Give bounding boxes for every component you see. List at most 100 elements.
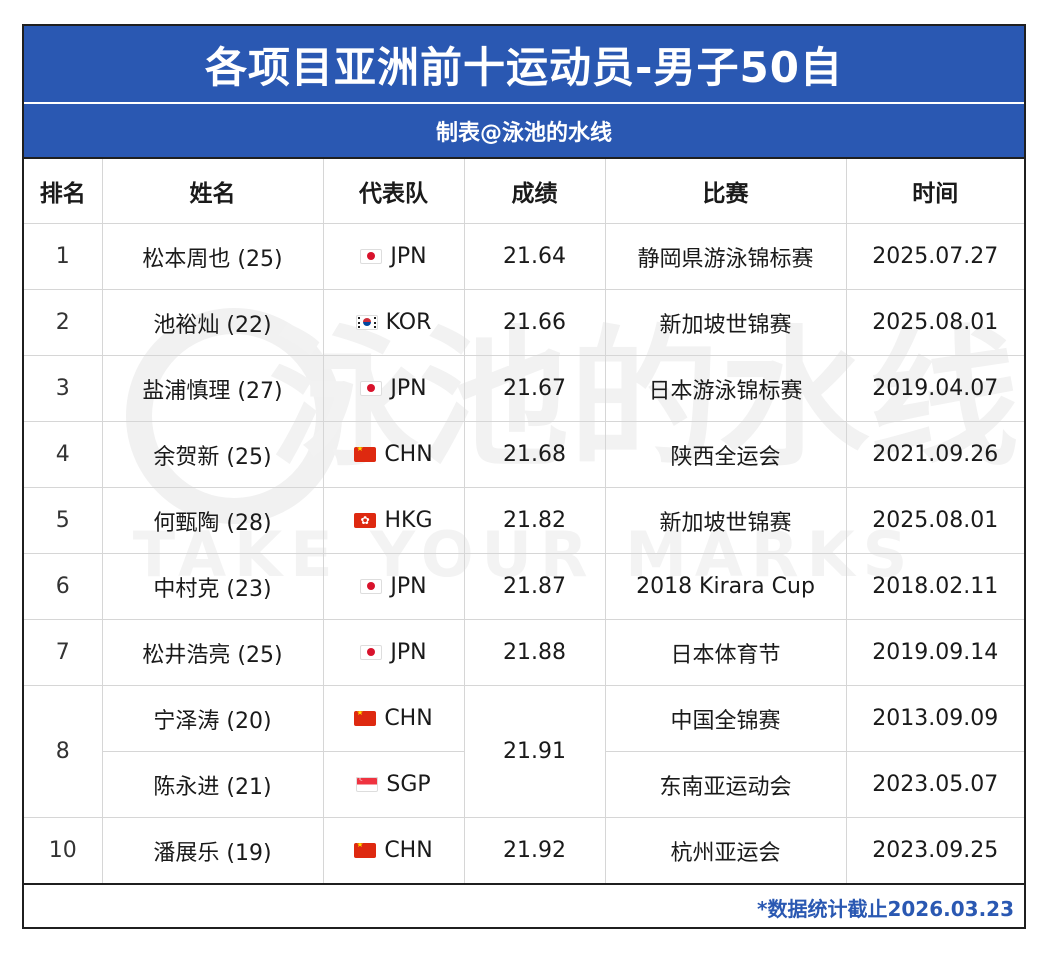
team-cell: CHN (323, 685, 465, 752)
event-cell: 日本游泳锦标赛 (605, 355, 847, 422)
japan-flag-icon (360, 248, 383, 264)
team-cell: JPN (323, 223, 465, 290)
table-header-row: 排名 姓名 代表队 成绩 比赛 时间 (24, 159, 1024, 224)
team-code: JPN (390, 243, 427, 269)
rank-cell: 7 (24, 619, 103, 686)
rank-cell: 2 (24, 289, 103, 356)
column-header-rank: 排名 (24, 159, 103, 224)
table-row: 3 盐浦慎理 (27) JPN 21.67 日本游泳锦标赛 2019.04.07 (24, 355, 1024, 422)
japan-flag-icon (360, 644, 383, 660)
team-cell: CHN (323, 817, 465, 885)
rank-cell: 3 (24, 355, 103, 422)
result-cell: 21.91 (464, 685, 606, 818)
name-cell: 陈永进 (21) (102, 751, 324, 818)
result-cell: 21.68 (464, 421, 606, 488)
table-row: 1 松本周也 (25) JPN 21.64 静岡県游泳锦标赛 2025.07.2… (24, 223, 1024, 290)
team-code: JPN (390, 573, 427, 599)
table-row: 8 宁泽涛 (20) CHN 21.91 中国全锦赛 2013.09.09 (24, 685, 1024, 818)
event-cell: 新加坡世锦赛 (605, 289, 847, 356)
team-cell: HKG (323, 487, 465, 554)
name-cell: 宁泽涛 (20) (102, 685, 324, 752)
team-code: KOR (385, 309, 432, 335)
team-cell: JPN (323, 355, 465, 422)
date-cell: 2025.08.01 (846, 289, 1024, 356)
date-cell: 2023.05.07 (846, 751, 1024, 818)
date-cell: 2021.09.26 (846, 421, 1024, 488)
result-cell: 21.64 (464, 223, 606, 290)
table-row: 陈永进 (21) SGP 东南亚运动会 2023.05.07 (24, 751, 1024, 818)
event-cell: 静岡県游泳锦标赛 (605, 223, 847, 290)
name-cell: 松井浩亮 (25) (102, 619, 324, 686)
china-flag-icon (354, 842, 377, 858)
name-cell: 中村克 (23) (102, 553, 324, 620)
date-cell: 2023.09.25 (846, 817, 1024, 885)
event-cell: 日本体育节 (605, 619, 847, 686)
team-code: CHN (384, 837, 433, 863)
table-row: 10 潘展乐 (19) CHN 21.92 杭州亚运会 2023.09.25 (24, 817, 1024, 885)
result-cell: 21.87 (464, 553, 606, 620)
rank-cell: 5 (24, 487, 103, 554)
result-cell: 21.66 (464, 289, 606, 356)
rank-cell: 6 (24, 553, 103, 620)
korea-flag-icon (355, 314, 378, 330)
event-cell: 陕西全运会 (605, 421, 847, 488)
table-row: 4 余贺新 (25) CHN 21.68 陕西全运会 2021.09.26 (24, 421, 1024, 488)
result-cell: 21.82 (464, 487, 606, 554)
team-code: HKG (384, 507, 433, 533)
team-code: JPN (390, 375, 427, 401)
team-cell: CHN (323, 421, 465, 488)
result-cell: 21.67 (464, 355, 606, 422)
china-flag-icon (354, 446, 377, 462)
rank-cell: 4 (24, 421, 103, 488)
table-row: 6 中村克 (23) JPN 21.87 2018 Kirara Cup 201… (24, 553, 1024, 620)
date-cell: 2019.04.07 (846, 355, 1024, 422)
japan-flag-icon (360, 578, 383, 594)
date-cell: 2013.09.09 (846, 685, 1024, 752)
name-cell: 余贺新 (25) (102, 421, 324, 488)
result-cell: 21.92 (464, 817, 606, 885)
data-cutoff-footnote: *数据统计截止2026.03.23 (757, 896, 1014, 921)
column-header-name: 姓名 (102, 159, 324, 224)
table-row: 5 何甄陶 (28) HKG 21.82 新加坡世锦赛 2025.08.01 (24, 487, 1024, 554)
date-cell: 2019.09.14 (846, 619, 1024, 686)
name-cell: 何甄陶 (28) (102, 487, 324, 554)
team-code: JPN (390, 639, 427, 665)
team-code: CHN (384, 441, 433, 467)
name-cell: 松本周也 (25) (102, 223, 324, 290)
team-cell: KOR (323, 289, 465, 356)
name-cell: 盐浦慎理 (27) (102, 355, 324, 422)
date-cell: 2025.08.01 (846, 487, 1024, 554)
table-row: 2 池裕灿 (22) KOR 21.66 新加坡世锦赛 2025.08.01 (24, 289, 1024, 356)
table-subtitle: 制表@泳池的水线 (24, 104, 1024, 159)
result-cell: 21.88 (464, 619, 606, 686)
column-header-team: 代表队 (323, 159, 465, 224)
team-cell: JPN (323, 619, 465, 686)
ranking-table-card: 各项目亚洲前十运动员-男子50自 制表@泳池的水线 泳池的水线 TAKE YOU… (22, 24, 1026, 929)
table-row: 7 松井浩亮 (25) JPN 21.88 日本体育节 2019.09.14 (24, 619, 1024, 686)
column-header-event: 比赛 (605, 159, 847, 224)
china-flag-icon (354, 710, 377, 726)
name-cell: 池裕灿 (22) (102, 289, 324, 356)
japan-flag-icon (360, 380, 383, 396)
date-cell: 2018.02.11 (846, 553, 1024, 620)
event-cell: 新加坡世锦赛 (605, 487, 847, 554)
rank-cell: 8 (24, 685, 103, 818)
hong-kong-flag-icon (354, 512, 377, 528)
team-code: SGP (386, 771, 431, 797)
rank-cell: 1 (24, 223, 103, 290)
event-cell: 杭州亚运会 (605, 817, 847, 885)
team-code: CHN (384, 705, 433, 731)
date-cell: 2025.07.27 (846, 223, 1024, 290)
event-cell: 中国全锦赛 (605, 685, 847, 752)
table-title: 各项目亚洲前十运动员-男子50自 (24, 26, 1024, 104)
team-cell: JPN (323, 553, 465, 620)
column-header-time: 成绩 (464, 159, 606, 224)
ranking-table: 排名 姓名 代表队 成绩 比赛 时间 1 松本周也 (25) JPN 21.64… (24, 159, 1024, 885)
event-cell: 东南亚运动会 (605, 751, 847, 818)
team-cell: SGP (323, 751, 465, 818)
column-header-date: 时间 (846, 159, 1024, 224)
singapore-flag-icon (356, 776, 379, 792)
rank-cell: 10 (24, 817, 103, 885)
name-cell: 潘展乐 (19) (102, 817, 324, 885)
event-cell: 2018 Kirara Cup (605, 553, 847, 620)
